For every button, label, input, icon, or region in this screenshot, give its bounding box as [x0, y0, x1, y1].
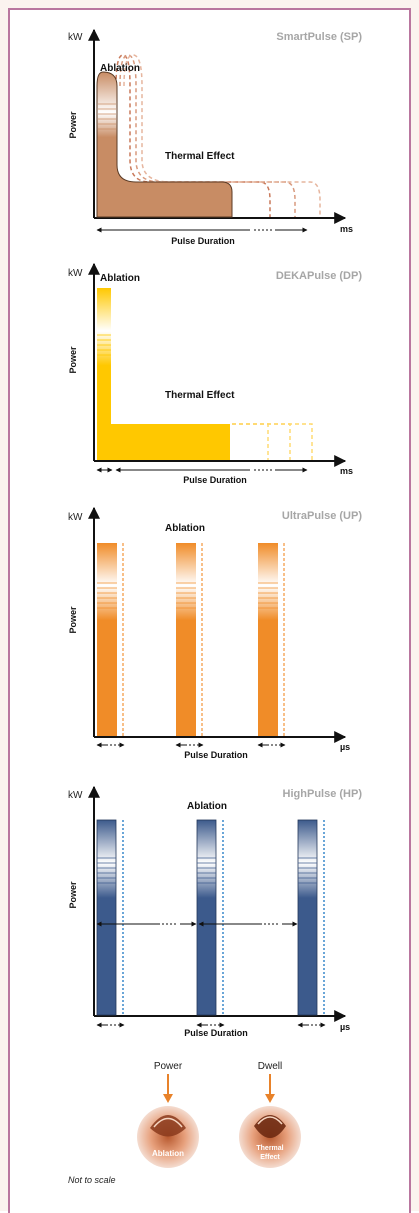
dekapulse-y-unit: kW [68, 268, 83, 279]
ultrapulse-pulse-3 [258, 543, 285, 736]
smartpulse-y-unit: kW [68, 32, 83, 43]
dekapulse-pulse-shape [97, 288, 230, 460]
ultrapulse-pulse-2 [176, 543, 203, 736]
smartpulse-chart: SmartPulse (SP) kW Power Ablation Therma… [68, 28, 362, 246]
ultrapulse-pulse-1 [97, 543, 124, 736]
highpulse-y-label: Power [68, 881, 78, 909]
ultrapulse-ablation-label: Ablation [165, 523, 205, 534]
ultrapulse-y-label: Power [68, 606, 78, 634]
ablation-crater-image: Ablation [137, 1106, 199, 1168]
highpulse-pulse-1 [96, 819, 124, 1016]
smartpulse-x-unit: ms [340, 224, 353, 234]
dekapulse-ablation-stripes [97, 334, 111, 356]
highpulse-x-unit: µs [340, 1022, 350, 1032]
dekapulse-y-label: Power [68, 346, 78, 374]
ultrapulse-title: UltraPulse (UP) [282, 510, 362, 522]
smartpulse-thermal-label: Thermal Effect [165, 151, 235, 162]
dekapulse-title: DEKAPulse (DP) [276, 270, 363, 282]
ultrapulse-chart: UltraPulse (UP) kW Power Ablation [68, 506, 362, 760]
smartpulse-x-label: Pulse Duration [171, 236, 235, 246]
legend-power-label: Power [154, 1061, 183, 1072]
dekapulse-x-label: Pulse Duration [183, 475, 247, 485]
ultrapulse-y-unit: kW [68, 512, 83, 523]
highpulse-ablation-label: Ablation [187, 801, 227, 812]
dekapulse-chart: DEKAPulse (DP) kW Power Ablation Thermal… [68, 262, 363, 485]
smartpulse-dashed-outline-2 [119, 54, 296, 217]
ablation-crater-label: Ablation [152, 1149, 184, 1158]
smartpulse-pulse-shape [96, 71, 233, 218]
smartpulse-ablation-stripes [98, 103, 116, 130]
dekapulse-ablation-label: Ablation [100, 273, 140, 284]
smartpulse-y-label: Power [68, 111, 78, 139]
highpulse-title: HighPulse (HP) [283, 788, 363, 800]
legend-power-arrowhead [163, 1094, 173, 1103]
smartpulse-dashed-outline-1 [115, 54, 271, 217]
ultrapulse-x-label: Pulse Duration [184, 750, 248, 760]
highpulse-pulse-2 [196, 819, 224, 1016]
thermal-crater-label-2: Effect [260, 1154, 280, 1161]
thermal-crater-image: Thermal Effect [239, 1106, 301, 1168]
dekapulse-x-unit: ms [340, 466, 353, 476]
highpulse-y-unit: kW [68, 790, 83, 801]
smartpulse-title: SmartPulse (SP) [276, 31, 362, 43]
highpulse-chart: HighPulse (HP) kW Power Ablation [68, 785, 363, 1038]
thermal-crater-label-1: Thermal [256, 1145, 283, 1152]
legend-dwell-arrowhead [265, 1094, 275, 1103]
dekapulse-thermal-label: Thermal Effect [165, 390, 235, 401]
legend: Power Dwell Ablation Thermal Effect [137, 1061, 301, 1168]
highpulse-pulse-3 [297, 819, 325, 1016]
smartpulse-ablation-label: Ablation [100, 63, 140, 74]
smartpulse-dashed-outline-3 [123, 54, 321, 217]
ultrapulse-x-unit: µs [340, 742, 350, 752]
dekapulse-dashed-extensions [232, 423, 313, 460]
highpulse-x-label: Pulse Duration [184, 1028, 248, 1038]
not-to-scale-note: Not to scale [68, 1175, 116, 1185]
legend-dwell-label: Dwell [258, 1061, 282, 1072]
